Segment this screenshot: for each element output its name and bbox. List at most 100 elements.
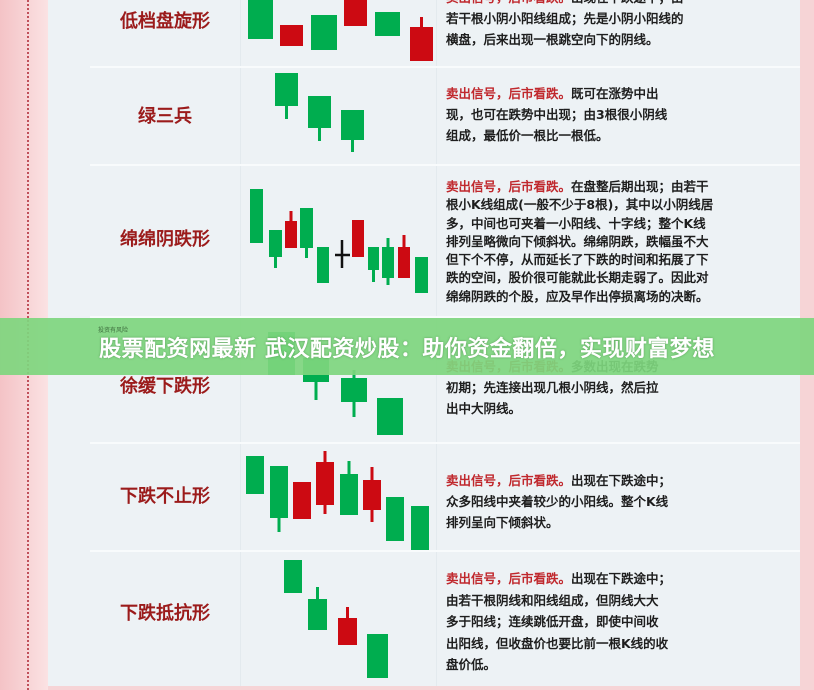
description-line: 卖出信号，后市看跌。既可在涨势中出 bbox=[446, 83, 736, 104]
description-text: 初期；先连接出现几根小阴线，然后拉 bbox=[446, 380, 659, 395]
description-line: 众多阳线中夹着较少的小阳线。整个K线 bbox=[446, 491, 736, 512]
signal-text: 卖出信号，后市看跌。 bbox=[446, 473, 572, 488]
description-line: 根小K线组成(一般不少于8根)，其中以小阴线居 bbox=[446, 196, 736, 214]
bearish-candle bbox=[317, 247, 329, 283]
description-text: 绵绵阴跌的个股，应及早作出停损离场的决断。 bbox=[446, 288, 709, 304]
candle-body bbox=[338, 618, 357, 645]
description-line: 多于阳线；连续跳低开盘，即使中间收 bbox=[446, 611, 736, 633]
bullish-candle bbox=[338, 607, 357, 645]
bearish-candle bbox=[367, 634, 388, 678]
candle-body bbox=[316, 462, 334, 505]
pattern-description: 卖出信号，后市看跌。既可在涨势中出 现，也可在跌势中出现；由3根很小阴线组成，最低… bbox=[446, 83, 736, 146]
bearish-candle bbox=[341, 110, 364, 152]
bearish-candle bbox=[368, 247, 379, 282]
bearish-candle bbox=[248, 0, 273, 39]
bullish-candle bbox=[293, 482, 311, 519]
bearish-candle bbox=[270, 466, 288, 532]
doji-candle bbox=[335, 240, 350, 268]
description-text: 排列呈向下倾斜状。 bbox=[446, 515, 559, 530]
description-line: 初期；先连接出现几根小阴线，然后拉 bbox=[446, 377, 736, 398]
description-line: 卖出信号，后市看跌。出现在下跌途中；由 bbox=[446, 0, 736, 8]
description-text: 由若干根阴线和阳线组成，但阴线大大 bbox=[446, 592, 659, 608]
pattern-description: 卖出信号，后市看跌。在盘整后期出现；由若干 根小K线组成(一般不少于8根)，其中以… bbox=[446, 178, 736, 306]
candle-body bbox=[250, 189, 263, 243]
candle-body bbox=[415, 257, 428, 293]
bearish-candle bbox=[308, 96, 331, 141]
description-line: 卖出信号，后市看跌。出现在下跌途中； bbox=[446, 568, 736, 590]
bearish-candle bbox=[375, 12, 400, 36]
description-text: 出现在下跌途中； bbox=[571, 473, 672, 488]
candle-body bbox=[246, 456, 264, 494]
bearish-candle bbox=[311, 15, 337, 50]
description-text: 组成，最低价一根比一根低。 bbox=[446, 128, 609, 143]
description-text: 排列呈略微向下倾斜状。绵绵阴跌，跌幅虽不大 bbox=[446, 233, 709, 249]
description-line: 出阳线，但收盘价也要比前一根K线的收 bbox=[446, 633, 736, 655]
bearish-candle bbox=[415, 257, 428, 293]
description-text: 但下个不停，从而延长了下跌的时间和拓展了下 bbox=[446, 252, 709, 268]
candle-body bbox=[311, 15, 337, 50]
candle-body bbox=[398, 247, 410, 278]
candle-body bbox=[293, 482, 311, 519]
pattern-description: 卖出信号，后市看跌。出现在下跌途中；由若干根小阴小阳线组成；先是小阴小阳线的横盘… bbox=[446, 0, 736, 50]
description-line: 现，也可在跌势中出现；由3根很小阴线 bbox=[446, 104, 736, 125]
candle-body bbox=[386, 497, 404, 541]
description-line: 排列呈向下倾斜状。 bbox=[446, 512, 736, 533]
description-line: 绵绵阴跌的个股，应及早作出停损离场的决断。 bbox=[446, 288, 736, 306]
row-divider bbox=[90, 442, 800, 444]
description-line: 横盘，后来出现一根跳空向下的阴线。 bbox=[446, 29, 736, 50]
bearish-candle bbox=[308, 587, 327, 630]
bearish-candle bbox=[269, 230, 282, 268]
row-divider bbox=[90, 550, 800, 552]
bearish-candle bbox=[341, 370, 367, 417]
bullish-candle bbox=[344, 0, 367, 26]
candle-body bbox=[344, 0, 367, 26]
bearish-candle bbox=[246, 456, 264, 494]
candle-body bbox=[308, 599, 327, 630]
bearish-candle bbox=[382, 238, 394, 285]
candle-body bbox=[284, 560, 302, 593]
candle-body bbox=[285, 221, 297, 248]
bullish-candle bbox=[363, 467, 381, 522]
bearish-candle bbox=[250, 189, 263, 243]
candle-body bbox=[340, 474, 358, 515]
description-line: 卖出信号，后市看跌。在盘整后期出现；由若干 bbox=[446, 178, 736, 196]
candle-body bbox=[308, 96, 331, 128]
bearish-candle bbox=[411, 506, 429, 550]
bearish-candle bbox=[284, 560, 302, 593]
description-text: 众多阳线中夹着较少的小阳线。整个K线 bbox=[446, 494, 669, 509]
banner: 股票配资网最新 武汉配资炒股：助你资金翻倍，实现财富梦想 bbox=[0, 318, 814, 375]
watermark: 投资有风险 bbox=[98, 327, 129, 334]
description-text: 盘价低。 bbox=[446, 657, 497, 672]
pattern-description: 卖出信号，后市看跌。出现在下跌途中； 众多阳线中夹着较少的小阳线。整个K线 排列呈向… bbox=[446, 470, 736, 533]
banner-title: 股票配资网最新 武汉配资炒股：助你资金翻倍，实现财富梦想 bbox=[99, 336, 715, 362]
candle-body bbox=[382, 247, 394, 278]
candle-body bbox=[300, 208, 313, 248]
signal-text: 卖出信号，后市看跌。 bbox=[446, 0, 571, 5]
candle-body bbox=[377, 398, 403, 435]
signal-text: 卖出信号，后市看跌。 bbox=[446, 571, 572, 586]
description-line: 组成，最低价一根比一根低。 bbox=[446, 125, 736, 146]
bearish-candle bbox=[377, 398, 403, 435]
description-line: 若干根小阴小阳线组成；先是小阴小阳线的 bbox=[446, 8, 736, 29]
bullish-candle bbox=[352, 220, 364, 257]
pattern-name: 下跌不止形 bbox=[120, 486, 210, 507]
candle-body bbox=[375, 12, 400, 36]
candle-body bbox=[367, 634, 388, 678]
candle-body bbox=[368, 247, 379, 270]
description-line: 由若干根阴线和阳线组成，但阴线大大 bbox=[446, 590, 736, 612]
pattern-description: 卖出信号，后市看跌。出现在下跌途中； 由若干根阴线和阳线组成，但阴线大大多于阳线；… bbox=[446, 568, 736, 676]
description-line: 但下个不停，从而延长了下跌的时间和拓展了下 bbox=[446, 251, 736, 269]
bullish-candle bbox=[410, 17, 433, 61]
candle-body bbox=[248, 0, 273, 39]
candle-body bbox=[270, 466, 288, 518]
description-text: 出阳线，但收盘价也要比前一根K线的收 bbox=[446, 635, 669, 651]
candle-body bbox=[352, 220, 364, 257]
candle-body bbox=[269, 230, 282, 257]
description-line: 多，中间也可夹着一小阳线、十字线；整个K线 bbox=[446, 215, 736, 233]
description-text: 出现在下跌途中； bbox=[571, 571, 672, 586]
description-text: 跌的空间，股价很可能就此长期走弱了。因此对 bbox=[446, 270, 709, 286]
row-divider bbox=[90, 316, 800, 318]
candle-body bbox=[280, 25, 303, 46]
bearish-candle bbox=[340, 461, 358, 515]
bullish-candle bbox=[285, 211, 297, 248]
